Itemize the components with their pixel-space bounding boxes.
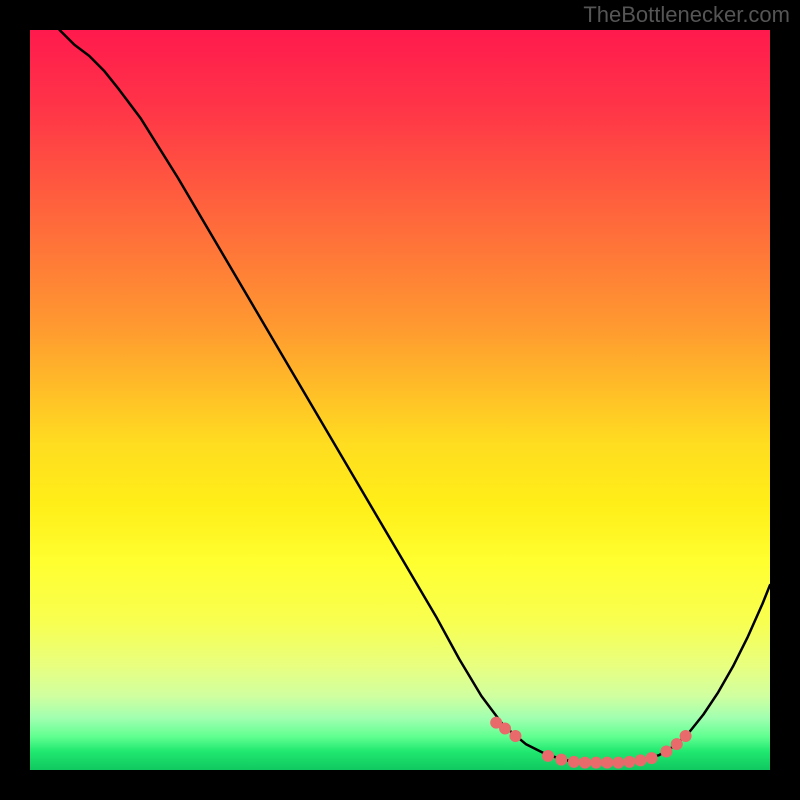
watermark-text: TheBottlenecker.com (583, 2, 790, 28)
chart-svg (30, 30, 770, 770)
plot-area (30, 30, 770, 770)
gradient-background (30, 30, 770, 770)
chart-container: TheBottlenecker.com (0, 0, 800, 800)
